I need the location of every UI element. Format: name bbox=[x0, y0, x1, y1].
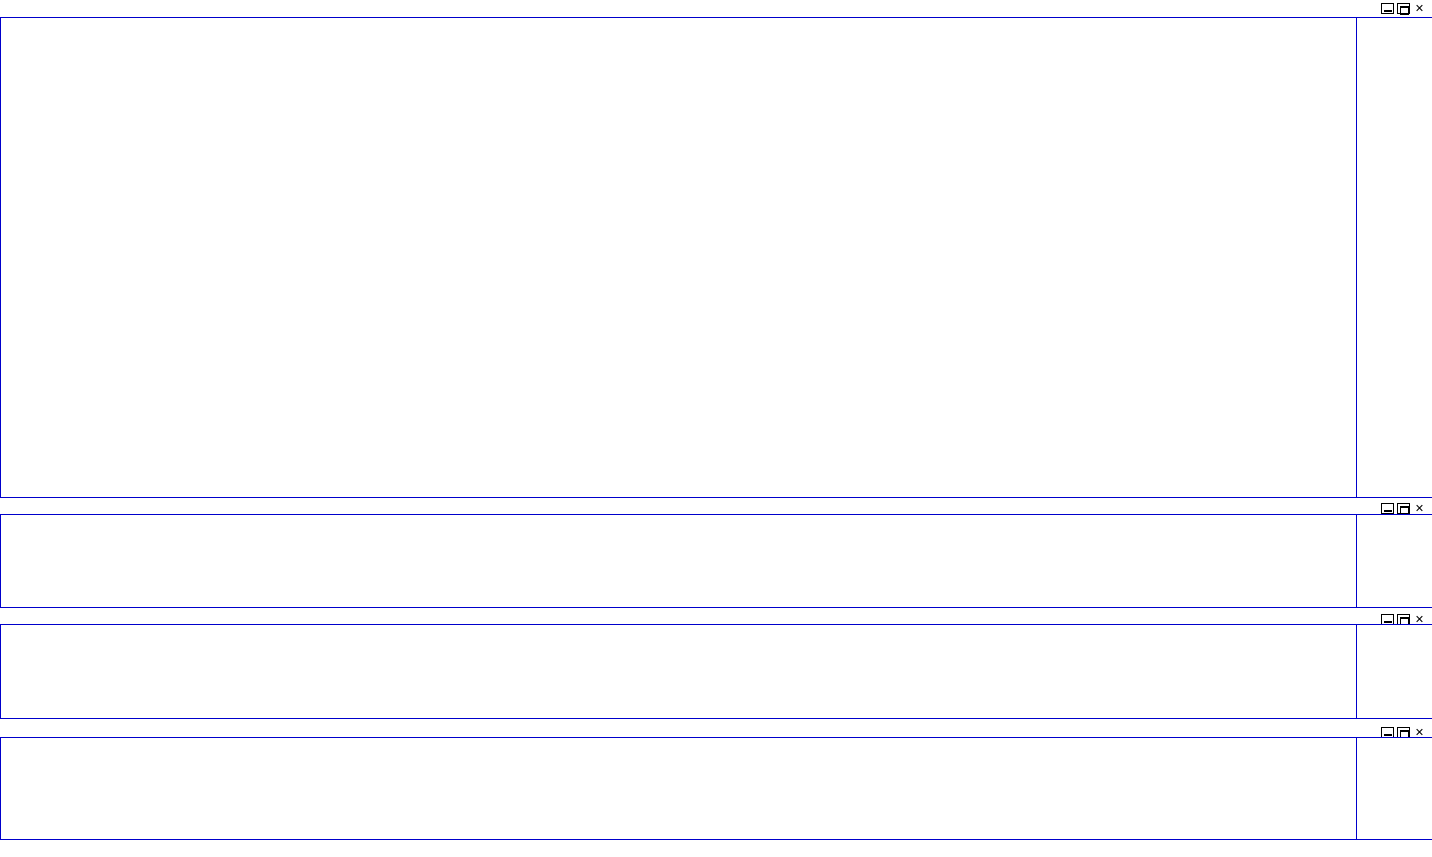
volume-panel[interactable] bbox=[0, 737, 1356, 840]
minimize-icon[interactable] bbox=[1381, 503, 1394, 514]
macd-axis[interactable] bbox=[1356, 624, 1432, 719]
window-titlebar bbox=[0, 0, 1432, 17]
close-icon[interactable]: ✕ bbox=[1414, 613, 1425, 626]
stochastic-axis[interactable] bbox=[1356, 514, 1432, 608]
close-icon[interactable]: ✕ bbox=[1414, 726, 1425, 739]
macd-plot-area[interactable] bbox=[1, 625, 1355, 718]
price-panel[interactable] bbox=[0, 17, 1356, 498]
window-controls-stochastic[interactable]: ✕ bbox=[1381, 502, 1426, 515]
stochastic-panel[interactable] bbox=[0, 514, 1356, 608]
close-icon[interactable]: ✕ bbox=[1414, 502, 1425, 515]
minimize-icon[interactable] bbox=[1381, 3, 1394, 14]
close-icon[interactable]: ✕ bbox=[1414, 2, 1425, 15]
window-controls-main[interactable]: ✕ bbox=[1381, 2, 1426, 15]
maximize-icon[interactable] bbox=[1397, 3, 1410, 15]
volume-axis[interactable] bbox=[1356, 737, 1432, 840]
volume-plot-area[interactable] bbox=[1, 738, 1355, 839]
price-axis[interactable] bbox=[1356, 17, 1432, 498]
price-plot-area[interactable] bbox=[1, 18, 1355, 497]
maximize-icon[interactable] bbox=[1397, 503, 1410, 515]
stochastic-plot-area[interactable] bbox=[1, 515, 1355, 607]
time-axis[interactable] bbox=[0, 840, 1356, 857]
macd-panel[interactable] bbox=[0, 624, 1356, 719]
